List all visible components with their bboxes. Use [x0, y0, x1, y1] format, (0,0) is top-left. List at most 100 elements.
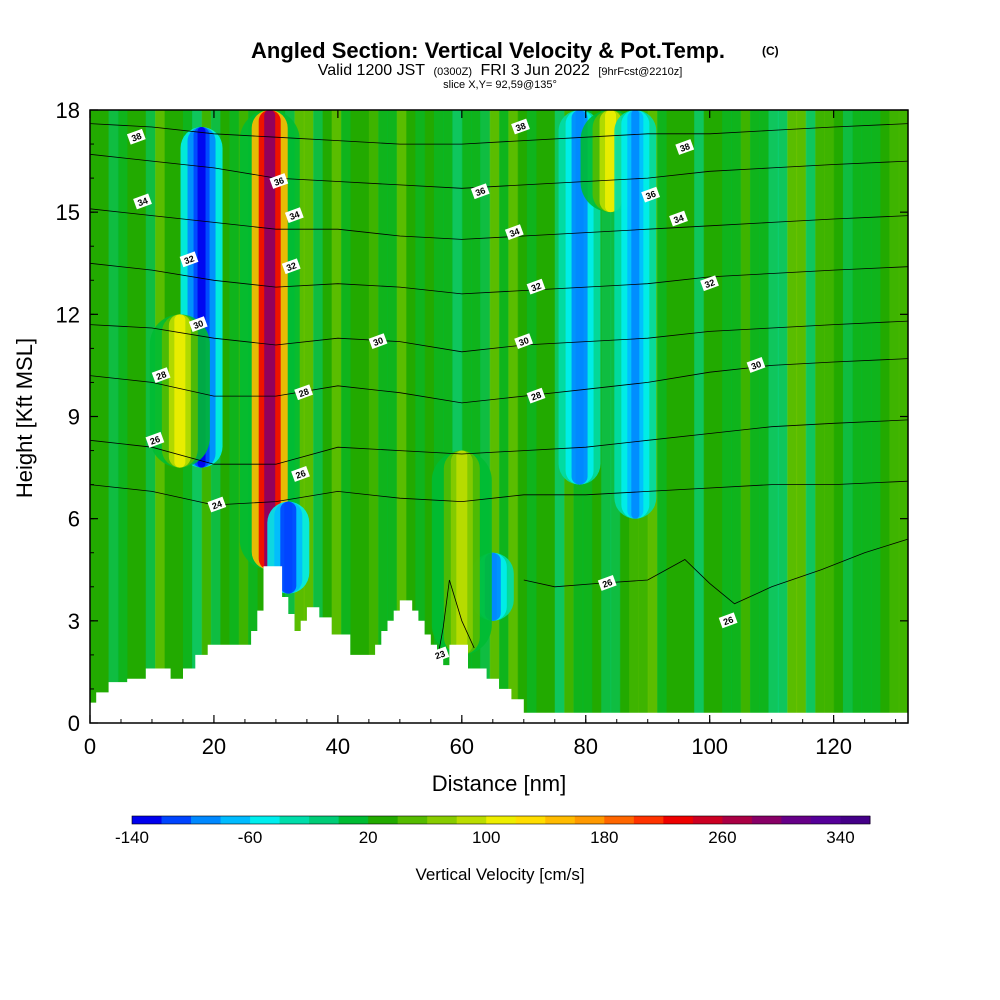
colorbar-swatch — [486, 816, 517, 824]
velocity-feature — [284, 501, 293, 594]
colorbar-swatch — [781, 816, 812, 824]
x-tick-label: 100 — [691, 734, 728, 759]
velocity-band — [340, 110, 351, 723]
colorbar-swatch — [810, 816, 841, 824]
isentrope-label: 26 — [294, 468, 307, 481]
isentrope-labels: 24 26 26 28 28 28 30 30 30 30 32 32 32 32 34 34 34 34 36 36… — [126, 118, 766, 663]
isentrope-label-bg — [641, 186, 661, 203]
isentrope-label: 28 — [155, 369, 168, 382]
isentrope-label: 32 — [285, 260, 298, 273]
colorbar-swatch — [604, 816, 635, 824]
isentrope-label: 34 — [136, 195, 149, 208]
x-tick-label: 20 — [202, 734, 226, 759]
x-tick-label: 40 — [326, 734, 350, 759]
velocity-band — [117, 110, 128, 723]
isentrope-label-group: 26 — [597, 575, 617, 591]
isentrope-label-group: 36 — [470, 183, 490, 200]
colorbar-swatch — [309, 816, 340, 824]
velocity-band — [768, 110, 779, 723]
isentrope-label-group: 26 — [291, 466, 310, 482]
isentrope-label-group: 30 — [514, 333, 534, 350]
velocity-band — [842, 110, 853, 723]
y-tick-label: 12 — [56, 302, 80, 327]
isentrope-label: 23 — [434, 648, 447, 661]
velocity-band — [777, 110, 788, 723]
velocity-band — [526, 110, 537, 723]
velocity-features — [149, 110, 657, 655]
isentrope-line — [89, 208, 909, 240]
isentrope-label: 26 — [601, 577, 614, 590]
velocity-band — [536, 110, 547, 723]
isentrope-label: 24 — [211, 499, 224, 512]
isentrope-label-bg — [746, 357, 766, 373]
colorbar-swatch — [132, 816, 163, 824]
velocity-band — [136, 110, 147, 723]
isentrope-label-group: 34 — [133, 193, 152, 210]
x-axis-title: Distance [nm] — [432, 771, 567, 796]
colorbar-swatch — [161, 816, 192, 824]
x-tick-label: 120 — [815, 734, 852, 759]
isentrope-label-group: 30 — [368, 333, 388, 350]
velocity-band — [703, 110, 714, 723]
velocity-band — [489, 110, 500, 723]
velocity-band — [870, 110, 881, 723]
velocity-band — [406, 110, 416, 723]
colorbar-swatch — [692, 816, 723, 824]
colorbar-swatch — [338, 816, 369, 824]
velocity-band — [759, 110, 770, 723]
isentrope-label-bg — [126, 128, 146, 145]
velocity-band — [722, 110, 733, 723]
isentrope-label-bg — [504, 224, 524, 241]
colorbar-swatch — [751, 816, 782, 824]
velocity-feature — [631, 110, 640, 519]
isentrope-label: 26 — [149, 434, 162, 447]
y-tick-label: 9 — [68, 405, 80, 430]
isentrope-label: 32 — [703, 277, 716, 290]
y-tick-label: 6 — [68, 507, 80, 532]
chart-title: Angled Section: Vertical Velocity & Pot.… — [251, 38, 725, 63]
isentrope-label-bg — [294, 384, 314, 401]
isentrope-label-group: 28 — [151, 367, 171, 384]
velocity-band — [303, 110, 314, 723]
isentrope-label-bg — [514, 333, 534, 350]
velocity-band — [833, 110, 844, 723]
isentrope-label-group: 32 — [700, 275, 719, 292]
isentrope-label-group: 26 — [718, 612, 738, 629]
isentrope-label: 30 — [750, 359, 763, 372]
isentrope-label-group: 32 — [281, 258, 301, 275]
colorbar-swatch — [722, 816, 753, 824]
velocity-band — [368, 110, 379, 723]
colorbar-tick-label: 100 — [472, 828, 500, 847]
isentrope-label-bg — [145, 431, 165, 448]
velocity-band — [331, 110, 342, 723]
velocity-band — [740, 110, 751, 723]
velocity-band — [675, 110, 686, 723]
isentrope-label: 34 — [508, 226, 521, 239]
velocity-band — [852, 110, 863, 723]
isentrope-label: 34 — [672, 213, 685, 226]
isentrope-line — [89, 262, 909, 295]
isentrope-line — [89, 123, 909, 145]
isentrope-label-bg — [675, 139, 695, 155]
isentrope-label: 32 — [183, 253, 196, 266]
colorbar-swatch — [220, 816, 251, 824]
velocity-feature — [456, 450, 468, 655]
velocity-band — [796, 110, 807, 723]
isentrope-label-group: 32 — [179, 251, 199, 268]
subtitle-forecast: [9hrFcst@2210z] — [598, 66, 682, 78]
isentrope-label-group: 26 — [145, 431, 165, 448]
isentrope-label-group: 34 — [284, 207, 304, 224]
velocity-band — [805, 110, 816, 723]
velocity-band — [517, 110, 528, 723]
isentrope-label-bg — [470, 183, 490, 200]
velocity-band — [471, 110, 482, 723]
colorbar-tick-label: -140 — [115, 828, 149, 847]
y-tick-label: 15 — [56, 200, 80, 225]
velocity-band — [424, 110, 435, 723]
isentrope-label-bg — [718, 612, 738, 629]
isentrope-label: 30 — [372, 335, 385, 348]
isentrope-label-bg — [179, 251, 199, 268]
colorbar-tick-label: 340 — [826, 828, 854, 847]
isentrope-label: 36 — [474, 185, 487, 198]
